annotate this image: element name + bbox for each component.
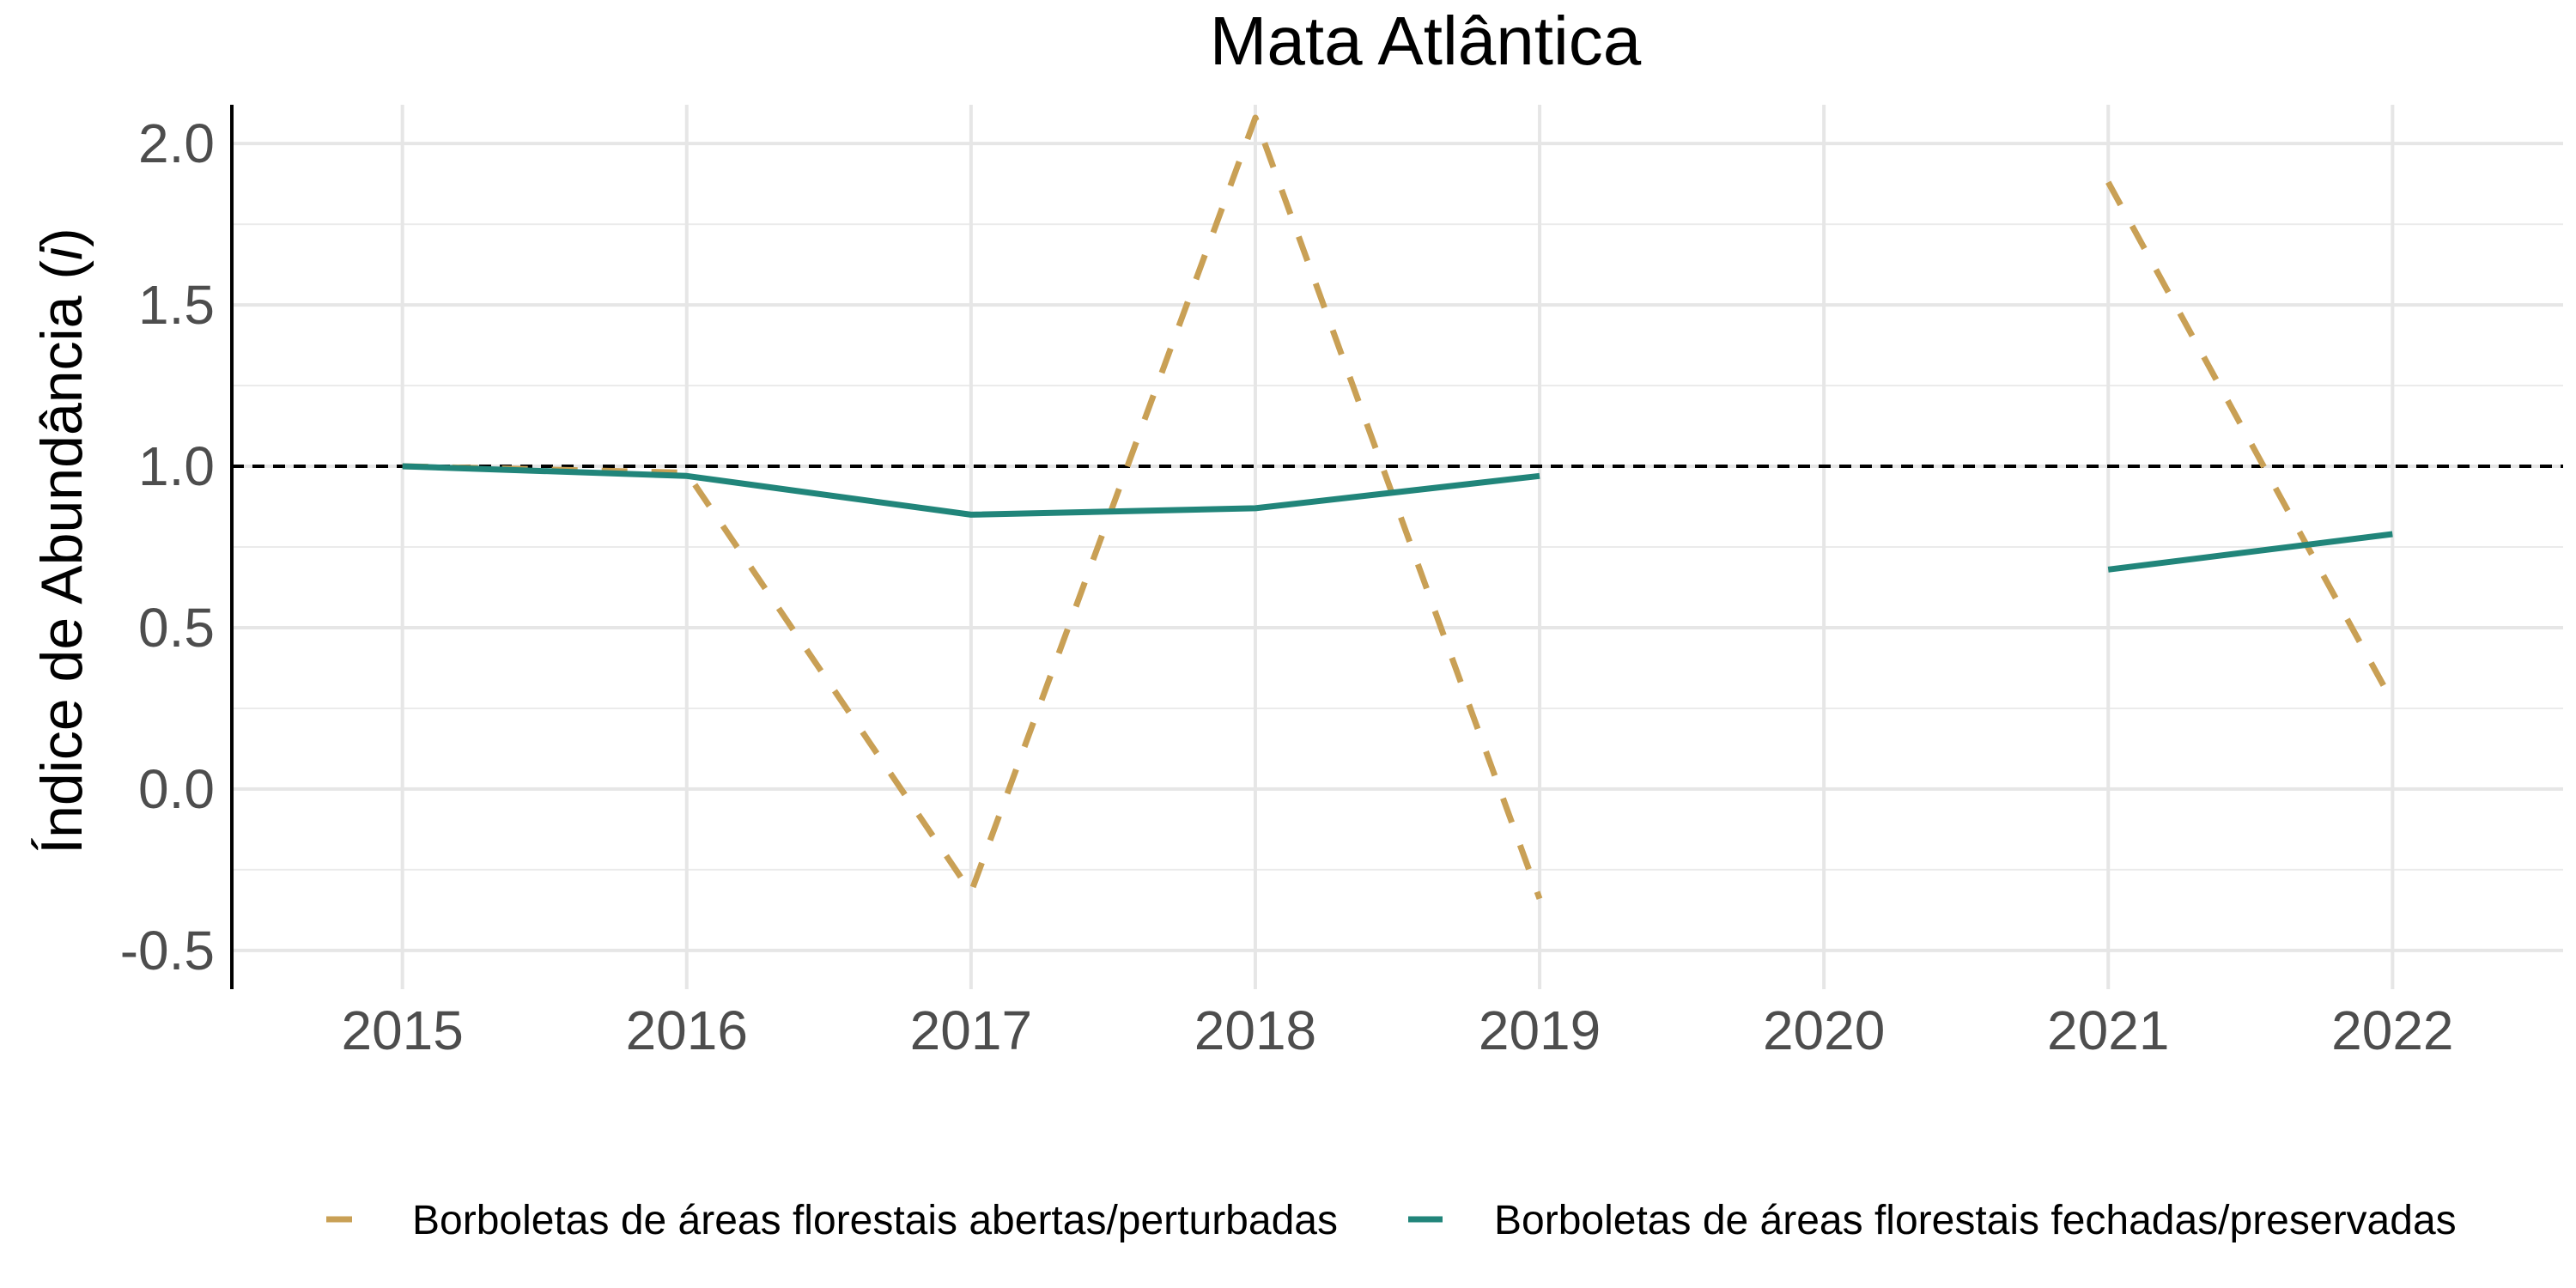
x-tick-label: 2020 [1763,999,1885,1061]
y-tick-label: 1.0 [138,435,215,497]
series-closed-preserved-line [2107,531,2393,573]
y-tick-label: -0.5 [120,920,215,981]
series-closed-preserved-line [402,463,1540,518]
x-tick-label: 2021 [2047,999,2169,1061]
y-axis-label: Índice de Abundância (i) [29,228,94,854]
y-axis-label-prefix: Índice de Abundância ( [29,260,94,854]
grid-lines [232,105,2563,989]
x-tick-label: 2017 [910,999,1032,1061]
y-tick-label: 0.0 [138,758,215,820]
legend: Borboletas de áreas florestais abertas/p… [326,1198,2457,1243]
series-open-disturbed-line [2105,180,2396,704]
series-lines [402,114,2396,900]
legend-label: Borboletas de áreas florestais fechadas/… [1494,1198,2457,1243]
x-tick-label: 2015 [341,999,463,1061]
x-tick-label: 2018 [1194,999,1316,1061]
y-axis-label-italic: i [29,246,94,260]
series-open-disturbed-line [402,114,1543,900]
axes: -0.5 0.0 0.5 1.0 1.5 2.0 2015 2016 2017 2018 2019 2… [120,105,2454,1061]
legend-label: Borboletas de áreas florestais abertas/p… [412,1198,1338,1243]
y-tick-label: 0.5 [138,597,215,659]
y-axis-label-suffix: ) [29,228,94,247]
y-axis-label-group: Índice de Abundância (i) [29,228,94,854]
x-tick-label: 2019 [1479,999,1601,1061]
x-tick-label: 2016 [626,999,748,1061]
chart-title: Mata Atlântica [1210,3,1642,79]
y-tick-label: 2.0 [138,112,215,174]
x-tick-label: 2022 [2331,999,2453,1061]
y-tick-label: 1.5 [138,274,215,336]
